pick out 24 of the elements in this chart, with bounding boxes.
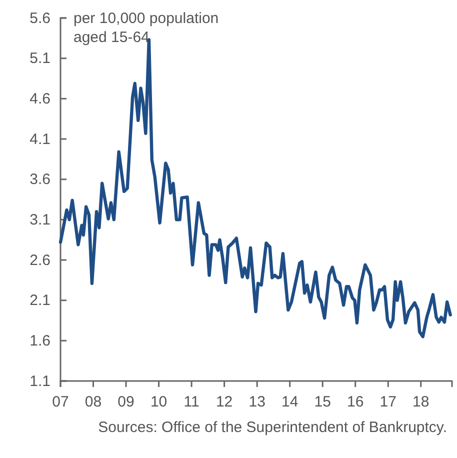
y-tick-label: 4.1 bbox=[30, 130, 50, 148]
x-tick-label: 14 bbox=[281, 394, 298, 410]
x-tick-label: 16 bbox=[347, 394, 364, 410]
y-tick-label: 3.6 bbox=[30, 171, 50, 188]
x-tick-label: 11 bbox=[184, 394, 200, 410]
y-tick-label: 3.1 bbox=[30, 211, 50, 228]
x-tick-label: 08 bbox=[84, 394, 102, 410]
y-tick-label: 1.1 bbox=[30, 372, 50, 390]
x-tick-label: 15 bbox=[314, 394, 331, 410]
y-tick-label: 5.6 bbox=[30, 10, 50, 27]
y-tick-label: 2.1 bbox=[30, 292, 50, 310]
y-tick-label: 4.6 bbox=[30, 90, 50, 108]
x-tick-label: 18 bbox=[412, 394, 430, 410]
source-note: Sources: Office of the Superintendent of Bankruptcy. bbox=[98, 419, 447, 436]
x-tick-label: 13 bbox=[248, 394, 266, 410]
x-tick-label: 09 bbox=[118, 394, 134, 410]
x-tick-label: 10 bbox=[150, 394, 168, 410]
x-tick-label: 17 bbox=[380, 394, 396, 410]
y-axis-title: per 10,000 population aged 15-64 bbox=[74, 10, 219, 46]
y-tick-label: 5.1 bbox=[30, 50, 50, 68]
x-tick-label: 12 bbox=[216, 394, 233, 410]
x-tick-label: 07 bbox=[52, 394, 69, 410]
y-tick-label: 2.6 bbox=[30, 252, 50, 269]
y-tick-label: 1.6 bbox=[30, 332, 50, 350]
